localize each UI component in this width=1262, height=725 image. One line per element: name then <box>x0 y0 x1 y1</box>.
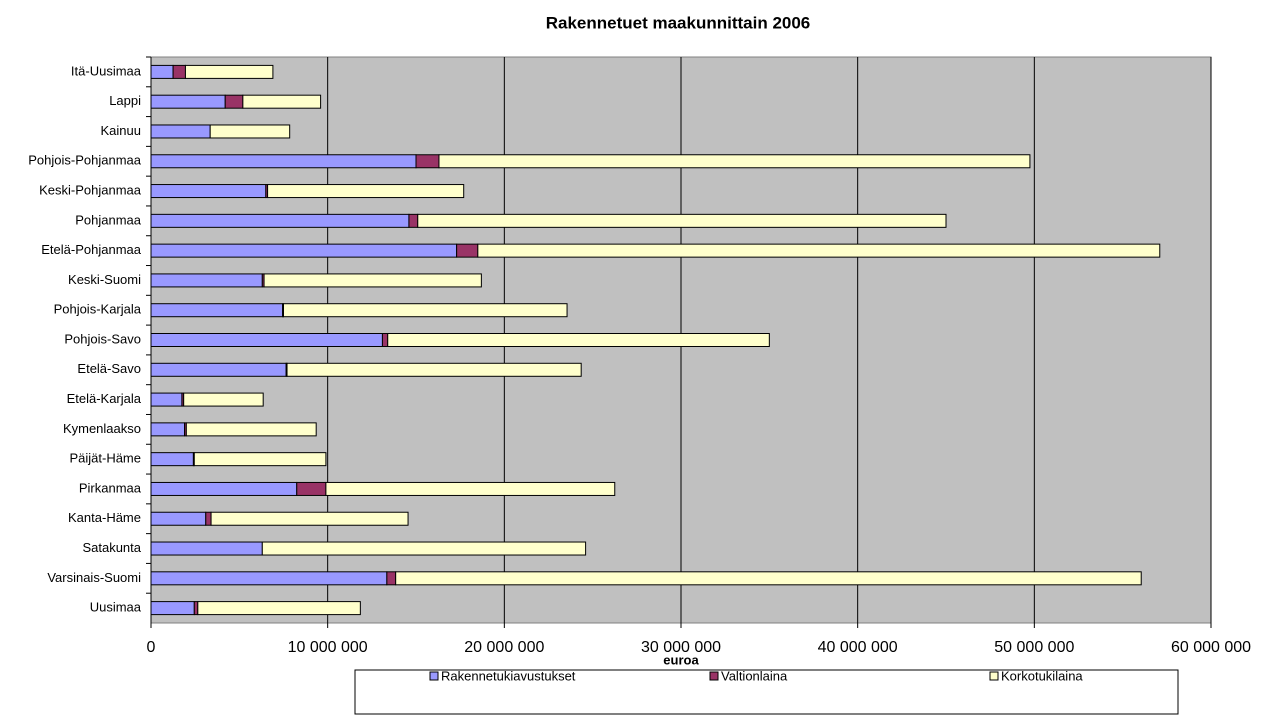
y-tick-label: Pirkanmaa <box>79 480 142 495</box>
bar-segment <box>150 571 388 586</box>
legend-label: Valtionlaina <box>721 668 788 683</box>
bar-segment <box>150 362 287 377</box>
bar-segment <box>325 481 616 496</box>
bar-segment <box>395 571 1142 586</box>
bar-segment <box>263 273 482 288</box>
legend-label: Korkotukilaina <box>1001 668 1083 683</box>
bar-segment <box>456 243 479 258</box>
y-tick-label: Keski-Suomi <box>68 272 141 287</box>
bar-segment <box>150 154 417 169</box>
y-tick-label: Pohjois-Pohjanmaa <box>28 153 142 168</box>
x-tick-label: 20 000 000 <box>464 639 544 656</box>
bar-segment <box>267 184 465 199</box>
bar-segment <box>381 333 389 347</box>
bar-segment <box>150 333 383 347</box>
legend-swatch <box>709 671 719 681</box>
bar-segment <box>150 481 298 496</box>
y-tick-label: Etelä-Karjala <box>67 391 142 406</box>
x-axis-label: euroa <box>663 652 699 667</box>
bar-segment <box>205 511 212 526</box>
bar-segment <box>150 64 174 79</box>
bar-segment <box>150 184 267 199</box>
bar-segment <box>193 601 199 616</box>
bar-segment <box>477 243 1161 258</box>
x-tick-label: 0 <box>147 639 156 656</box>
bar-segment <box>415 154 440 169</box>
bar-segment <box>150 124 211 139</box>
bar-segment <box>261 541 587 556</box>
bar-segment <box>150 273 263 288</box>
legend-box <box>354 669 1179 715</box>
y-tick-label: Päijät-Häme <box>69 451 141 466</box>
y-tick-label: Kainuu <box>101 123 141 138</box>
bar-segment <box>150 243 458 258</box>
bar-segment <box>150 452 194 467</box>
bar-segment <box>417 213 947 228</box>
bar-segment <box>150 392 183 407</box>
x-tick-label: 10 000 000 <box>288 639 368 656</box>
bar-segment <box>387 333 770 347</box>
bar-segment <box>242 94 322 109</box>
bar-segment <box>150 94 226 109</box>
bar-segment <box>438 154 1031 169</box>
legend-swatch <box>989 671 999 681</box>
bar-segment <box>183 392 264 407</box>
y-tick-label: Etelä-Pohjanmaa <box>41 242 141 257</box>
x-tick-label: 60 000 000 <box>1171 639 1251 656</box>
legend-label: Rakennetukiavustukset <box>441 668 576 683</box>
bar-segment <box>150 541 263 556</box>
bar-segment <box>283 303 568 318</box>
bar-segment <box>386 571 397 586</box>
chart-title: Rakennetuet maakunnittain 2006 <box>546 13 811 32</box>
y-tick-label: Keski-Pohjanmaa <box>39 182 142 197</box>
bar-segment <box>184 64 274 79</box>
y-tick-label: Pohjois-Karjala <box>54 302 142 317</box>
bar-segment <box>210 511 409 526</box>
x-tick-label: 40 000 000 <box>818 639 898 656</box>
bar-segment <box>150 422 186 437</box>
x-tick-label: 50 000 000 <box>994 639 1074 656</box>
bar-segment <box>172 64 186 79</box>
y-tick-label: Itä-Uusimaa <box>71 63 142 78</box>
x-tick-label: 30 000 000 <box>641 639 721 656</box>
bar-segment <box>185 422 317 437</box>
bar-segment <box>197 601 361 616</box>
bar-segment <box>150 303 284 318</box>
bar-segment <box>150 213 410 228</box>
y-tick-label: Kanta-Häme <box>68 510 141 525</box>
bar-segment <box>296 481 327 496</box>
y-tick-label: Satakunta <box>82 540 141 555</box>
y-tick-label: Kymenlaakso <box>63 421 141 436</box>
y-tick-label: Varsinais-Suomi <box>47 570 141 585</box>
bar-segment <box>209 124 291 139</box>
y-tick-label: Pohjanmaa <box>75 212 142 227</box>
y-tick-label: Pohjois-Savo <box>64 331 141 346</box>
y-tick-label: Lappi <box>109 93 141 108</box>
y-tick-label: Uusimaa <box>90 600 142 615</box>
legend-swatch <box>429 671 439 681</box>
y-tick-label: Etelä-Savo <box>77 361 141 376</box>
bar-segment <box>286 362 582 377</box>
bar-segment <box>408 213 419 228</box>
bar-segment <box>150 601 195 616</box>
bar-segment <box>150 511 207 526</box>
bar-segment <box>193 452 327 467</box>
bar-segment <box>224 94 244 109</box>
